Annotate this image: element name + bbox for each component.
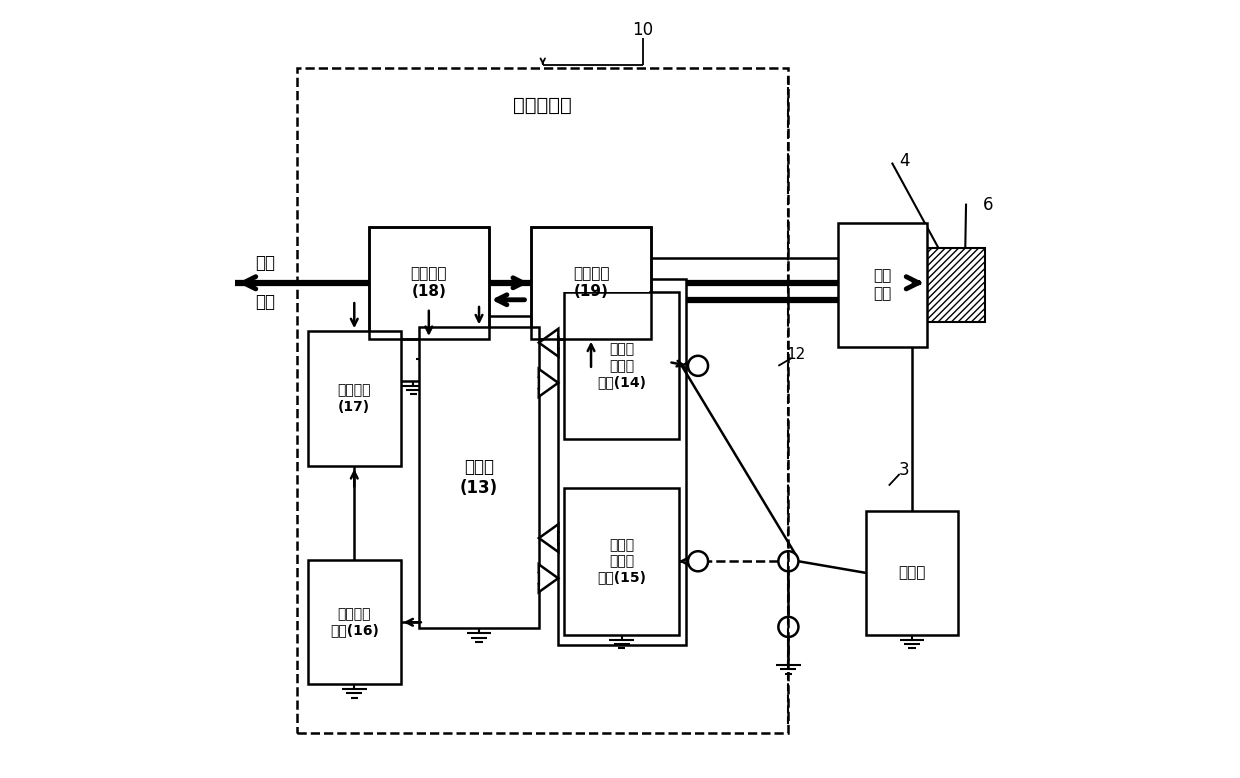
Bar [531, 264, 651, 302]
FancyBboxPatch shape [564, 293, 678, 440]
Polygon shape [539, 524, 558, 552]
Text: 电能存储
(17): 电能存储 (17) [337, 384, 371, 414]
FancyBboxPatch shape [370, 226, 489, 338]
Bar [533, 274, 649, 292]
Polygon shape [538, 564, 558, 592]
FancyBboxPatch shape [558, 279, 686, 646]
Text: 能量: 能量 [254, 254, 275, 272]
Bar [926, 247, 985, 322]
Polygon shape [538, 369, 558, 397]
Text: 微型
电机: 微型 电机 [873, 268, 892, 301]
Polygon shape [539, 329, 558, 356]
Text: 4: 4 [899, 152, 909, 170]
Text: 12: 12 [786, 347, 806, 362]
Text: 压电片: 压电片 [898, 566, 926, 580]
Text: 单片机
(13): 单片机 (13) [460, 458, 498, 497]
FancyBboxPatch shape [564, 488, 678, 635]
FancyBboxPatch shape [308, 560, 401, 684]
FancyBboxPatch shape [308, 331, 401, 466]
Text: 采集接口
电路(16): 采集接口 电路(16) [330, 607, 378, 637]
FancyBboxPatch shape [419, 328, 539, 629]
Text: 短路信
号处理
电路(14): 短路信 号处理 电路(14) [596, 342, 646, 389]
Text: 开路信
号处理
电路(15): 开路信 号处理 电路(15) [596, 538, 646, 584]
Text: 10: 10 [632, 21, 653, 39]
Text: 驱动电路
(19): 驱动电路 (19) [573, 267, 609, 299]
Bar [371, 274, 486, 292]
FancyBboxPatch shape [531, 226, 651, 338]
Bar [370, 264, 489, 302]
Text: 3: 3 [899, 461, 910, 479]
FancyBboxPatch shape [838, 223, 926, 346]
Text: 输出: 输出 [254, 293, 275, 311]
Text: 6: 6 [982, 196, 993, 214]
Text: 电路系统板: 电路系统板 [513, 96, 572, 115]
FancyBboxPatch shape [866, 511, 959, 635]
Text: 稳压电路
(18): 稳压电路 (18) [410, 267, 448, 299]
